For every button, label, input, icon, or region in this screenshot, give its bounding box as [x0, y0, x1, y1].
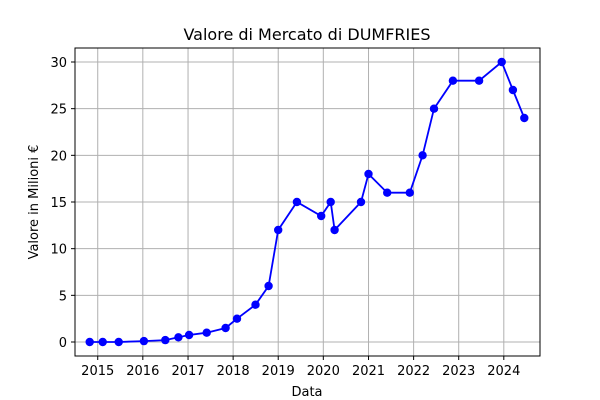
data-point — [508, 85, 518, 95]
x-tick-label: 2020 — [307, 364, 340, 379]
y-tick-label: 5 — [59, 289, 67, 304]
series-line — [89, 60, 526, 343]
data-point — [221, 323, 230, 333]
data-point — [448, 76, 458, 85]
x-tick-label: 2015 — [81, 364, 114, 379]
data-point — [405, 188, 414, 197]
y-tick-label: 20 — [50, 149, 67, 164]
data-point — [184, 330, 194, 340]
x-axis-label: Data — [291, 385, 322, 400]
y-tick-label: 15 — [50, 196, 67, 211]
data-point — [474, 76, 484, 85]
x-tick-label: 2022 — [397, 364, 430, 379]
data-point — [161, 335, 170, 345]
data-point — [202, 328, 211, 337]
x-tick-label: 2017 — [171, 364, 204, 379]
data-point — [232, 314, 242, 323]
data-point — [139, 336, 149, 346]
data-point — [251, 300, 260, 309]
y-tick-label: 10 — [50, 243, 67, 258]
y-tick-label: 30 — [50, 56, 67, 71]
y-tick-label: 25 — [50, 103, 67, 118]
data-point — [383, 188, 392, 197]
x-tick-label: 2016 — [126, 364, 159, 379]
x-tick-label: 2021 — [352, 364, 385, 379]
y-axis-label: Valore in Milioni € — [27, 145, 42, 260]
data-point — [356, 197, 366, 207]
y-tick-label: 0 — [59, 336, 67, 351]
data-point — [174, 333, 183, 342]
series-market-value — [85, 57, 529, 347]
data-point — [326, 197, 335, 207]
x-tick-label: 2023 — [442, 364, 475, 379]
data-point — [264, 281, 273, 291]
x-tick-label: 2019 — [262, 364, 295, 379]
data-point — [317, 211, 326, 221]
data-point — [114, 337, 123, 347]
data-point — [497, 57, 506, 67]
data-point — [85, 337, 94, 347]
axis-ticks: 2015 2016 2017 2018 2019 2020 2021 2022 2023 2024… — [50, 56, 520, 379]
data-point — [330, 225, 339, 235]
data-point — [292, 197, 302, 207]
data-point — [418, 151, 427, 160]
grid-lines — [75, 48, 540, 356]
x-tick-label: 2018 — [217, 364, 250, 379]
data-point — [429, 104, 439, 113]
data-point — [520, 113, 529, 123]
data-point — [274, 225, 283, 235]
data-point — [98, 337, 107, 347]
x-tick-label: 2024 — [487, 364, 520, 379]
chart-title: Valore di Mercato di DUMFRIES — [183, 25, 430, 44]
data-point — [364, 169, 373, 179]
